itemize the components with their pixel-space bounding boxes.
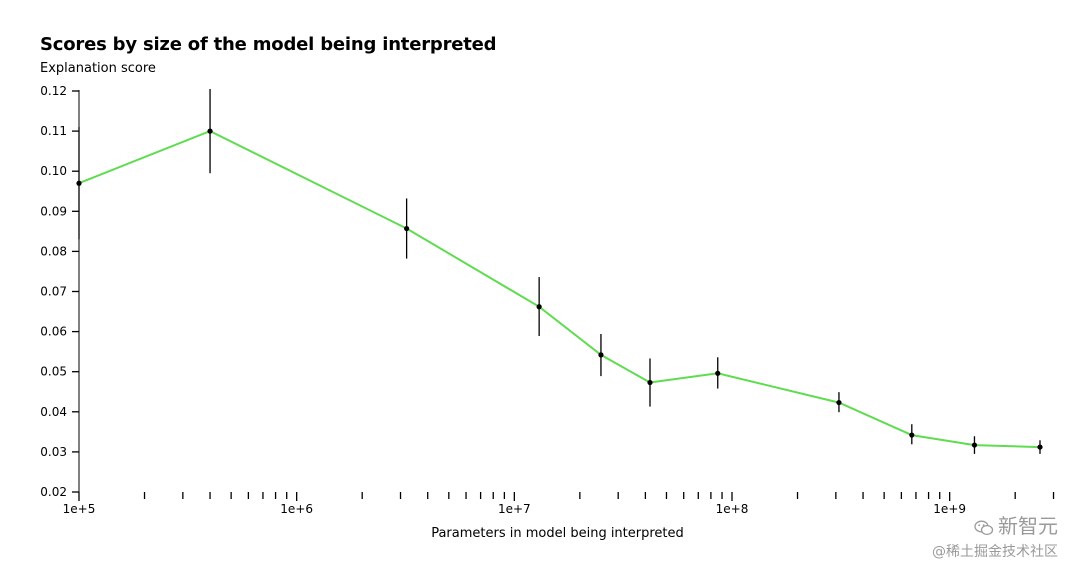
x-tick-label: 1e+5 <box>63 502 96 516</box>
y-tick-label: 0.11 <box>40 124 67 138</box>
data-point <box>971 442 978 448</box>
x-axis-label: Parameters in model being interpreted <box>431 526 684 541</box>
watermark-source: @稀土掘金技术社区 <box>932 544 1058 560</box>
y-tick-label: 0.10 <box>40 164 67 178</box>
y-tick-label: 0.03 <box>40 445 67 459</box>
y-tick-label: 0.07 <box>40 285 67 299</box>
chart-title: Scores by size of the model being interp… <box>40 34 497 55</box>
data-point <box>647 379 653 386</box>
y-tick-label: 0.09 <box>40 204 67 218</box>
x-tick-label: 1e+7 <box>498 502 531 516</box>
data-point <box>598 352 604 358</box>
x-tick-label: 1e+8 <box>716 502 749 516</box>
x-tick-label: 1e+6 <box>280 502 313 516</box>
y-tick-label: 0.05 <box>40 365 67 379</box>
x-axis: 1e+5 1e+6 1e+7 1e+8 1e+9 <box>63 492 1055 516</box>
watermark-brand: 新智元 <box>998 514 1058 538</box>
data-point <box>1037 444 1043 450</box>
y-tick-label: 0.06 <box>40 325 67 339</box>
data-point <box>536 304 542 310</box>
y-axis: 0.02 0.03 0.04 0.05 0.06 0.07 0.08 0.09 0.10 0.11… <box>40 84 80 499</box>
data-point <box>909 432 915 438</box>
watermark: 新智元 @稀土掘金技术社区 <box>932 510 1058 561</box>
y-tick-label: 0.02 <box>40 485 67 499</box>
series-layer <box>76 88 1043 454</box>
y-tick-label: 0.08 <box>40 244 67 258</box>
series-line <box>78 130 1041 449</box>
data-point <box>207 128 213 134</box>
y-axis-label: Explanation score <box>40 61 156 76</box>
data-point <box>836 399 842 406</box>
data-point <box>715 370 721 376</box>
data-point <box>404 225 410 232</box>
wechat-icon <box>974 517 994 535</box>
y-tick-label: 0.04 <box>40 405 67 419</box>
data-point <box>76 180 82 186</box>
x-tick-label: 1e+9 <box>933 502 966 516</box>
y-tick-label: 0.12 <box>40 84 67 98</box>
